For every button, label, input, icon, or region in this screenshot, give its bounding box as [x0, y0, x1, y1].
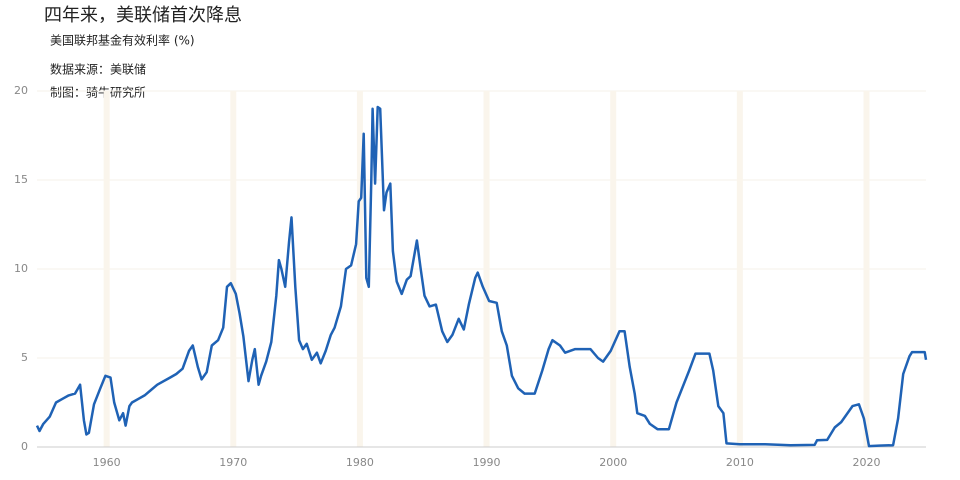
y-tick-label: 0	[21, 440, 28, 453]
x-tick-label: 2020	[852, 456, 880, 469]
source-note: 数据来源：美联储	[50, 62, 146, 77]
line	[35, 105, 928, 448]
chart-subtitle: 美国联邦基金有效利率 (%)	[50, 33, 195, 48]
y-tick-label: 5	[21, 351, 28, 364]
x-tick-label: 2010	[726, 456, 754, 469]
y-tick-label: 15	[14, 173, 28, 186]
x-tick-label: 1980	[346, 456, 374, 469]
credit-note: 制图：骑牛研究所	[50, 85, 146, 100]
x-tick-label: 1990	[473, 456, 501, 469]
x-tick-label: 1960	[93, 456, 121, 469]
y-tick-label: 20	[14, 84, 28, 97]
y-tick-label: 10	[14, 262, 28, 275]
x-tick-label: 1970	[219, 456, 247, 469]
chart-title: 四年来，美联储首次降息	[44, 5, 242, 26]
x-tick-label: 2000	[599, 456, 627, 469]
